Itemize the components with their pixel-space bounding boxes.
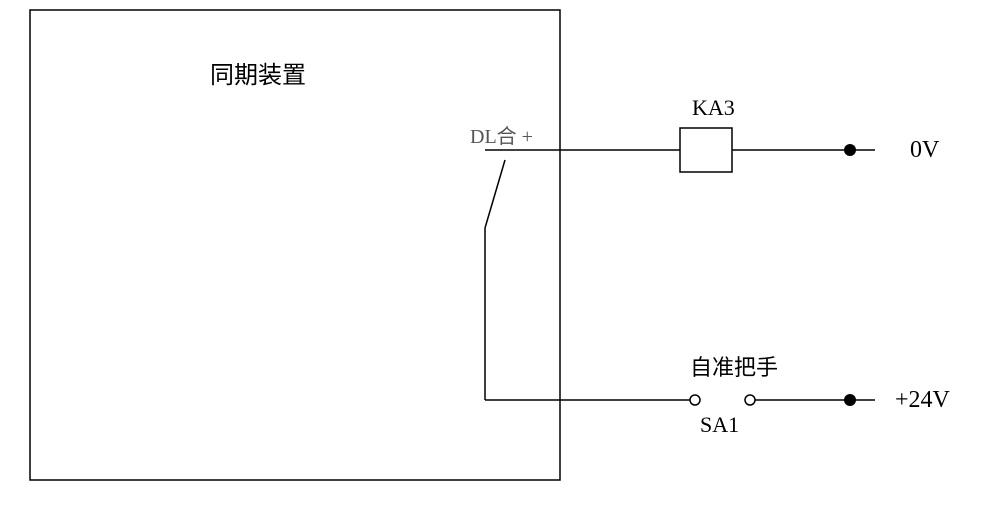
sa1-right-terminal [745, 395, 755, 405]
switch-contact-open [485, 160, 505, 228]
relay-ka3 [680, 128, 732, 172]
ka3-label: KA3 [692, 95, 735, 121]
terminal-0v-label: 0V [910, 137, 939, 164]
terminal-24v-label: +24V [895, 387, 950, 414]
sa1-left-terminal [690, 395, 700, 405]
dl-close-label: DL合 + [470, 120, 533, 149]
sa1-label: SA1 [700, 412, 739, 438]
circuit-diagram [0, 0, 1000, 507]
self-align-handle-label: 自准把手 [690, 350, 778, 382]
terminal-24v-dot [844, 394, 856, 406]
terminal-0v-dot [844, 144, 856, 156]
device-title: 同期装置 [210, 55, 306, 90]
